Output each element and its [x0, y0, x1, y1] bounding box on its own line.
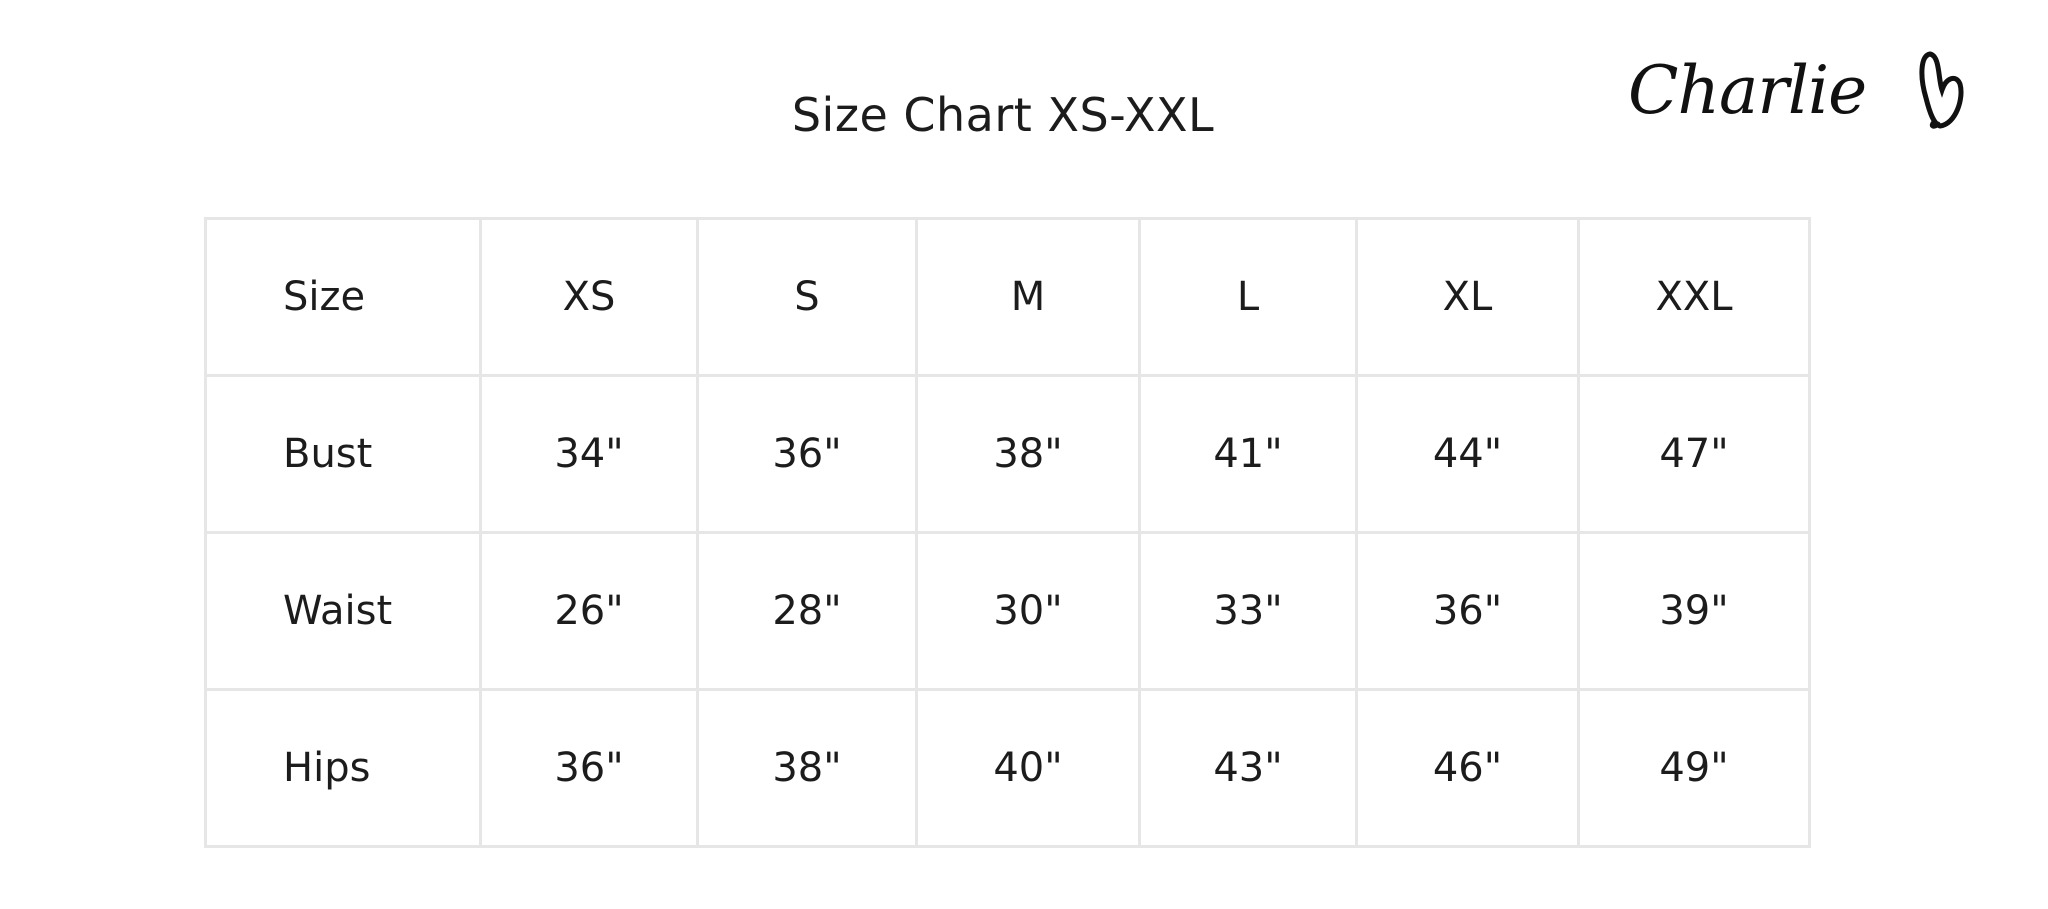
table-row: Waist 26" 28" 30" 33" 36" 39" [204, 531, 1811, 691]
header-cell: XL [1355, 217, 1580, 377]
table-cell: 28" [696, 531, 918, 691]
row-label: Hips [204, 688, 482, 848]
table-cell: 49" [1577, 688, 1811, 848]
table-cell: 30" [915, 531, 1141, 691]
table-cell: 36" [1355, 531, 1580, 691]
table-cell: 38" [915, 374, 1141, 534]
logo-text: Charlie [1628, 52, 1867, 129]
table-cell: 34" [479, 374, 699, 534]
header-cell: XXL [1577, 217, 1811, 377]
table-header-row: Size XS S M L XL XXL [204, 217, 1811, 377]
header-cell: Size [204, 217, 482, 377]
table-cell: 36" [479, 688, 699, 848]
table-row: Hips 36" 38" 40" 43" 46" 49" [204, 688, 1811, 848]
table-cell: 26" [479, 531, 699, 691]
table-cell: 46" [1355, 688, 1580, 848]
table-cell: 40" [915, 688, 1141, 848]
table-cell: 33" [1138, 531, 1358, 691]
table-cell: 43" [1138, 688, 1358, 848]
row-label: Bust [204, 374, 482, 534]
header-cell: S [696, 217, 918, 377]
heart-icon [1919, 51, 1964, 129]
table-cell: 36" [696, 374, 918, 534]
table-cell: 44" [1355, 374, 1580, 534]
header-cell: L [1138, 217, 1358, 377]
table-cell: 47" [1577, 374, 1811, 534]
header-cell: XS [479, 217, 699, 377]
header-cell: M [915, 217, 1141, 377]
row-label: Waist [204, 531, 482, 691]
table-cell: 41" [1138, 374, 1358, 534]
size-chart-table: Size XS S M L XL XXL Bust 34" 36" 38" 41… [204, 217, 1811, 848]
page-title: Size Chart XS-XXL [791, 88, 1215, 142]
table-row: Bust 34" 36" 38" 41" 44" 47" [204, 374, 1811, 534]
brand-logo: Charlie [1628, 48, 1968, 132]
table-cell: 39" [1577, 531, 1811, 691]
table-cell: 38" [696, 688, 918, 848]
